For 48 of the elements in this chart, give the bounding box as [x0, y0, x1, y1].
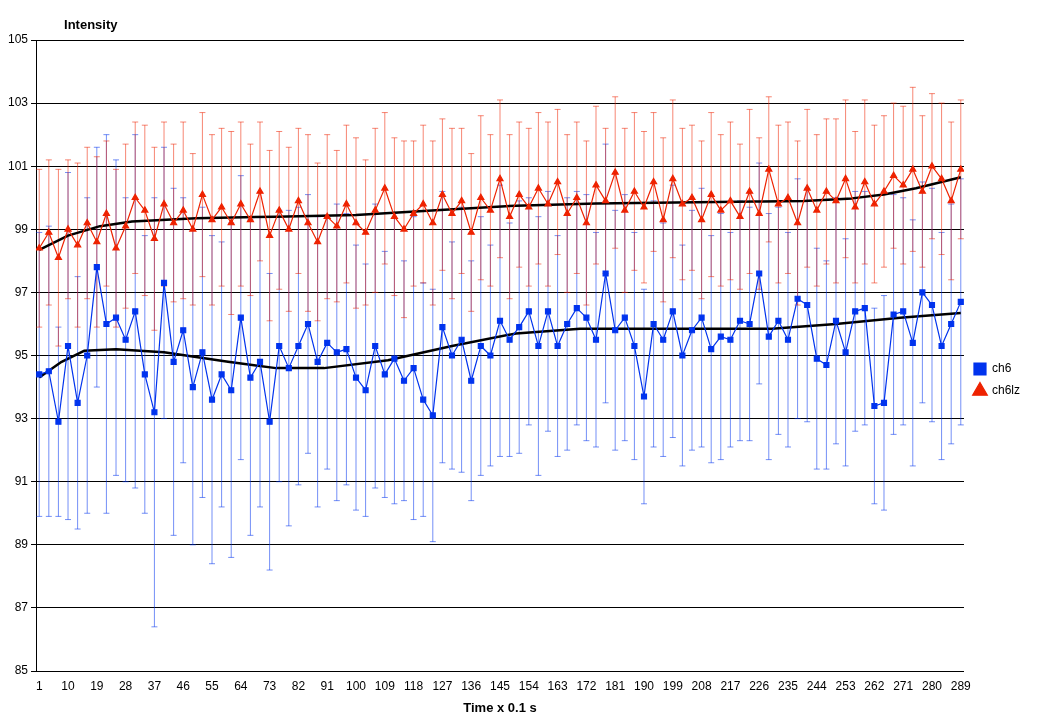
- x-tick-label: 109: [374, 678, 396, 693]
- y-tick-label: 101: [7, 158, 29, 173]
- y-tick-label: 99: [14, 221, 29, 236]
- x-tick-label: 91: [320, 678, 335, 693]
- x-tick-label: 118: [404, 678, 424, 693]
- x-axis-title: Time x 0.1 s: [463, 699, 537, 715]
- y-tick-label: 105: [7, 32, 29, 47]
- x-tick-label: 1: [35, 678, 43, 693]
- x-tick-label: 145: [489, 678, 511, 693]
- x-tick-label: 181: [605, 678, 626, 693]
- y-tick-label: 95: [14, 347, 29, 362]
- x-tick-label: 226: [749, 678, 770, 693]
- x-tick-label: 190: [633, 678, 655, 693]
- x-tick-label: 28: [118, 678, 133, 693]
- x-tick-label: 262: [864, 678, 885, 693]
- legend-label: ch6lz: [991, 383, 1020, 398]
- y-tick-label: 103: [7, 95, 29, 110]
- y-tick-label: 87: [14, 600, 29, 615]
- x-tick-label: 163: [547, 678, 568, 693]
- x-tick-label: 217: [720, 678, 741, 693]
- x-tick-label: 10: [61, 678, 76, 693]
- x-tick-label: 46: [176, 678, 191, 693]
- y-axis-title: Intensity: [64, 17, 119, 33]
- x-tick-label: 208: [691, 678, 712, 693]
- x-tick-label: 37: [147, 678, 162, 693]
- x-tick-label: 19: [90, 678, 104, 693]
- x-tick-label: 271: [893, 678, 914, 693]
- x-tick-label: 127: [432, 678, 453, 693]
- x-tick-label: 235: [777, 678, 799, 693]
- x-tick-label: 82: [291, 678, 306, 693]
- x-tick-label: 253: [835, 678, 856, 693]
- y-tick-label: 91: [14, 474, 29, 489]
- x-tick-label: 172: [576, 678, 597, 693]
- x-tick-label: 73: [262, 678, 277, 693]
- y-tick-label: 97: [14, 284, 29, 299]
- legend-label: ch6: [991, 361, 1012, 376]
- y-tick-label: 93: [14, 410, 29, 425]
- x-tick-label: 55: [205, 678, 220, 693]
- x-tick-label: 64: [234, 678, 248, 693]
- y-tick-label: 89: [14, 537, 29, 552]
- x-tick-label: 100: [345, 678, 367, 693]
- x-tick-label: 136: [461, 678, 482, 693]
- x-tick-label: 154: [518, 678, 540, 693]
- x-tick-label: 280: [921, 678, 943, 693]
- x-tick-label: 244: [806, 678, 828, 693]
- x-tick-label: 199: [662, 678, 684, 693]
- y-tick-label: 85: [14, 663, 29, 678]
- x-tick-label: 289: [950, 678, 972, 693]
